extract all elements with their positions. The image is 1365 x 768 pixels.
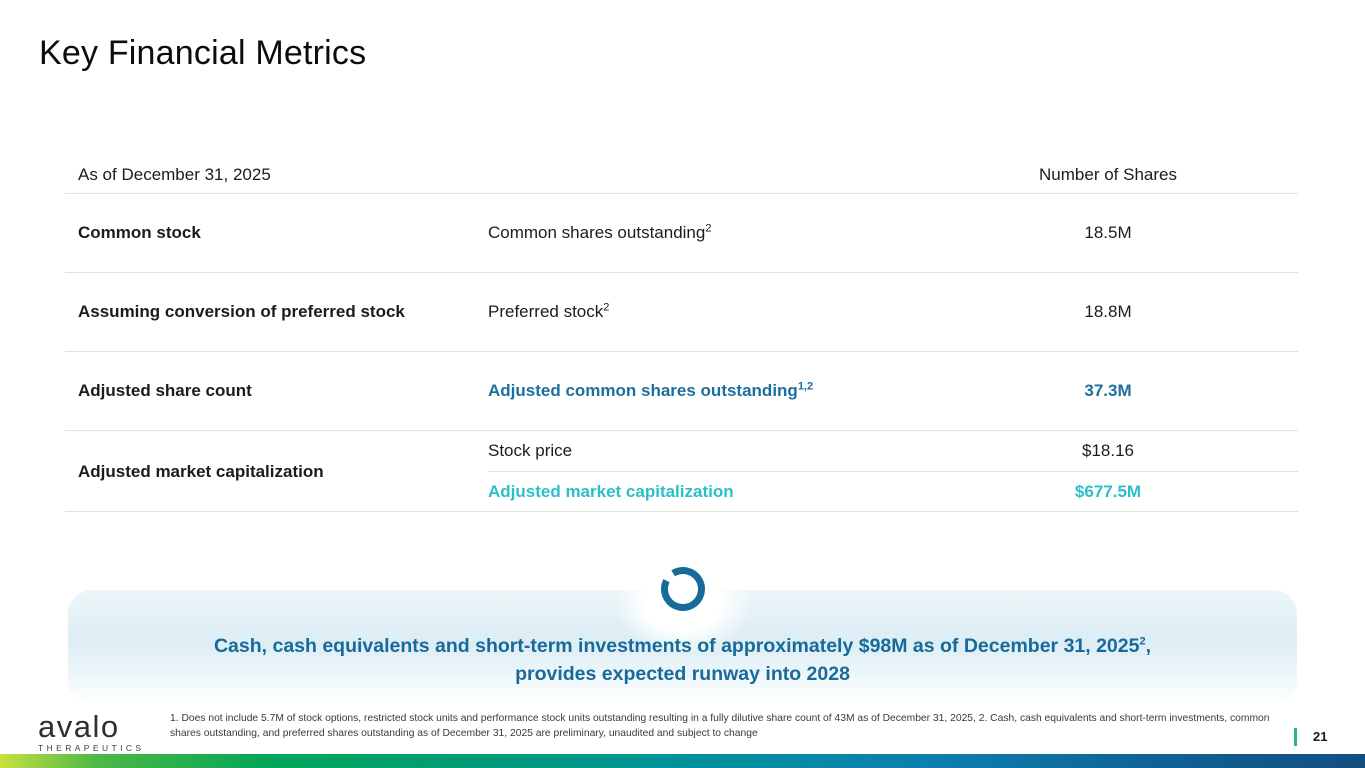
sub-row-adjusted-market-cap: Adjusted market capitalization $677.5M [488,472,1298,512]
bottom-gradient-bar [0,754,1365,768]
ring-glow [617,582,748,652]
footnotes: 1. Does not include 5.7M of stock option… [170,713,1270,739]
cash-runway-callout: Cash, cash equivalents and short-term in… [68,567,1297,705]
callout-line1-tail: , [1145,635,1152,657]
row-value: $677.5M [1074,482,1142,501]
row-metric: Common shares outstanding2 [488,223,918,243]
callout-line1: Cash, cash equivalents and short-term in… [213,635,1140,657]
sub-rows: Stock price $18.16 Adjusted market capit… [488,431,1298,512]
footnote-ref: 2 [705,222,712,235]
footnote-ref: 2 [603,301,610,314]
table-row: Common stock Common shares outstanding2 … [65,194,1298,273]
table-header-date: As of December 31, 2025 [78,164,271,184]
row-label: Assuming conversion of preferred stock [78,302,405,321]
row-metric: Adjusted common shares outstanding1,2 [488,381,918,401]
table-row: Adjusted share count Adjusted common sha… [65,352,1298,431]
row-label: Common stock [78,223,201,242]
sub-row-stock-price: Stock price $18.16 [488,431,1298,472]
row-value: 37.3M [1084,381,1132,400]
row-value: 18.5M [1084,223,1132,242]
table-header-number-of-shares: Number of Shares [1039,164,1177,184]
row-label: Adjusted share count [78,381,252,400]
row-metric: Adjusted market capitalization [488,482,734,501]
table-row: Assuming conversion of preferred stock P… [65,273,1298,352]
row-metric-text: Common shares outstanding [488,223,706,242]
avalo-logo-subtext: THERAPEUTICS [38,743,145,753]
callout-line2: provides expected runway into 2028 [515,663,850,685]
table-row-combined: Adjusted market capitalization Stock pri… [65,431,1298,512]
page-number: 21 [1313,729,1328,744]
footnote-ref: 1,2 [797,380,814,393]
callout-text: Cash, cash equivalents and short-term in… [68,632,1297,688]
row-metric: Preferred stock2 [488,302,918,322]
table-header-row: As of December 31, 2025 Number of Shares [65,156,1298,194]
avalo-logo-word: avalo [38,709,120,744]
page-title: Key Financial Metrics [39,34,367,72]
avalo-logo: avalo THERAPEUTICS [38,709,148,753]
row-value: $18.16 [1082,441,1134,460]
footnote-ref: 2 [1139,635,1146,648]
row-label: Adjusted market capitalization [78,461,324,481]
row-metric: Stock price [488,441,573,460]
row-value: 18.8M [1084,302,1132,321]
row-metric-text: Preferred stock [488,302,604,321]
circle-ring-icon [660,567,705,611]
row-metric-text: Adjusted common shares outstanding [488,381,798,400]
page-number-marker [1294,728,1297,746]
key-financial-metrics-table: As of December 31, 2025 Number of Shares… [65,156,1298,512]
